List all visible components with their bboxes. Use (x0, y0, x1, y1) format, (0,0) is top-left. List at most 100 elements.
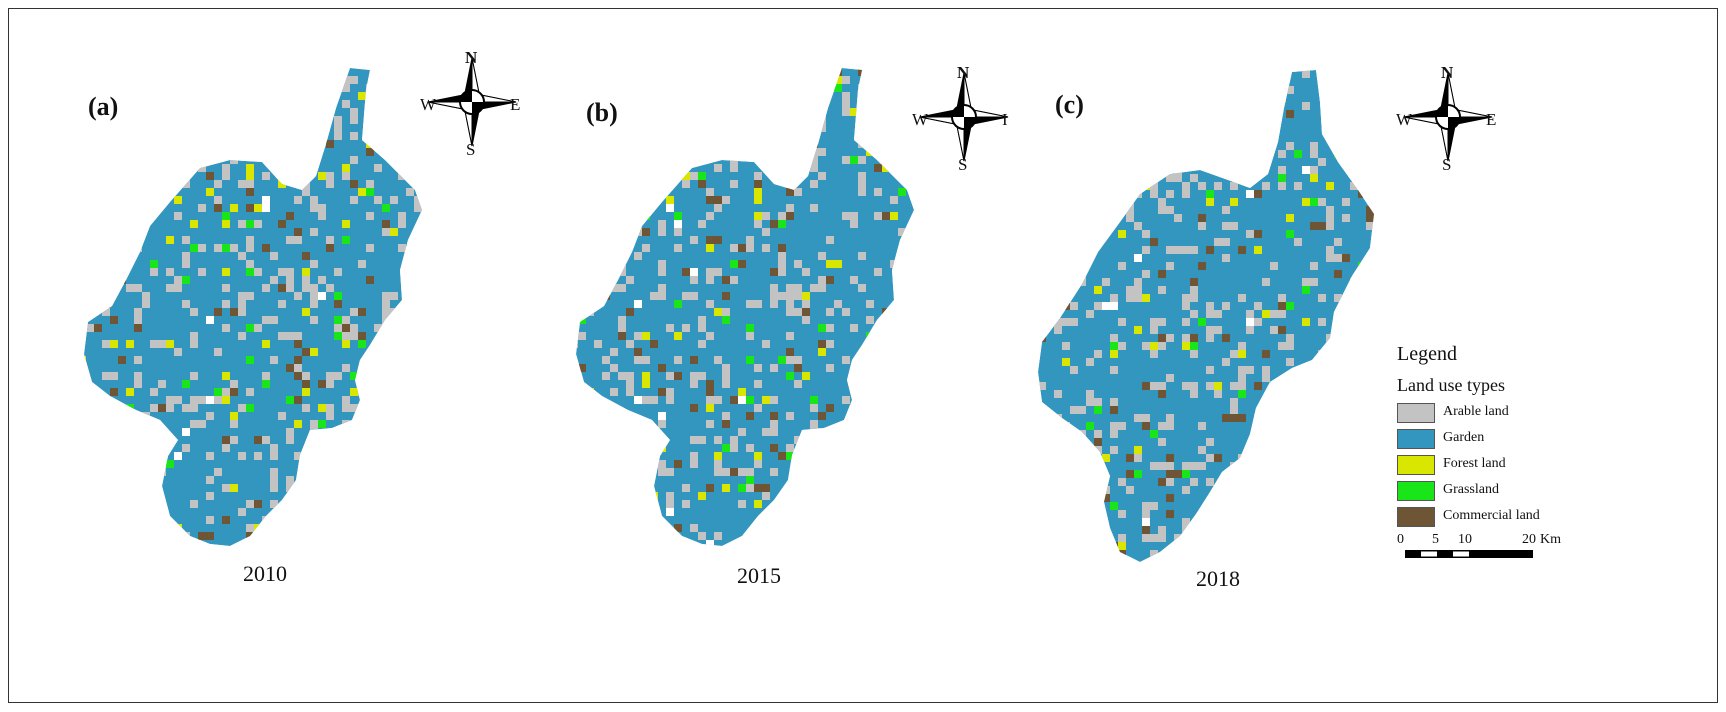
land-cell (714, 396, 722, 404)
land-cell (1038, 278, 1046, 286)
land-cell (642, 116, 650, 124)
land-cell (562, 196, 570, 204)
land-cell (874, 60, 882, 68)
land-cell (254, 452, 262, 460)
land-cell (1166, 510, 1174, 518)
land-cell (358, 308, 366, 316)
land-cell (222, 268, 230, 276)
land-cell (706, 388, 714, 396)
land-cell (1366, 206, 1374, 214)
land-cell (1302, 502, 1310, 510)
land-cell (658, 220, 666, 228)
land-cell (1206, 70, 1214, 78)
land-cell (1302, 566, 1310, 572)
land-cell (1350, 342, 1358, 350)
land-cell (390, 228, 398, 236)
land-cell (1126, 182, 1134, 190)
land-cell (714, 436, 722, 444)
land-cell (270, 500, 278, 508)
land-cell (826, 324, 834, 332)
land-cell (1038, 510, 1046, 518)
land-cell (94, 492, 102, 500)
land-cell (1198, 118, 1206, 126)
land-cell (214, 108, 222, 116)
land-cell (754, 60, 762, 68)
land-cell (84, 260, 86, 268)
land-cell (350, 460, 358, 468)
land-cell (1286, 142, 1294, 150)
land-cell (810, 180, 818, 188)
land-cell (1374, 398, 1382, 406)
land-cell (1278, 310, 1286, 318)
land-cell (350, 324, 358, 332)
land-cell (674, 356, 682, 364)
land-cell (914, 436, 922, 444)
land-cell (770, 468, 778, 476)
land-cell (342, 84, 350, 92)
land-cell (406, 476, 414, 484)
land-cell (602, 236, 610, 244)
land-cell (302, 460, 310, 468)
land-cell (706, 396, 714, 404)
land-cell (874, 404, 882, 412)
land-cell (602, 92, 610, 100)
land-cell (1262, 182, 1270, 190)
land-cell (334, 500, 342, 508)
land-cell (438, 364, 440, 372)
land-cell (1070, 318, 1078, 326)
land-cell (1230, 166, 1238, 174)
land-cell (342, 364, 350, 372)
land-cell (278, 300, 286, 308)
land-cell (730, 156, 738, 164)
land-cell (1294, 422, 1302, 430)
land-cell (246, 532, 254, 540)
land-cell (818, 348, 826, 356)
land-cell (1310, 222, 1318, 230)
land-cell (1262, 494, 1270, 502)
land-cell (294, 332, 302, 340)
land-cell (1094, 470, 1102, 478)
land-cell (1254, 126, 1262, 134)
land-cell (270, 484, 278, 492)
legend-title: Legend (1397, 343, 1457, 365)
land-cell (1206, 478, 1214, 486)
land-cell (366, 476, 374, 484)
land-cell (1238, 246, 1246, 254)
land-cell (826, 404, 834, 412)
map-cells (84, 68, 440, 546)
land-cell (682, 292, 690, 300)
land-cell (770, 508, 778, 516)
land-cell (262, 316, 270, 324)
land-cell (1374, 566, 1382, 572)
land-cell (738, 116, 746, 124)
land-cell (190, 420, 198, 428)
land-cell (286, 364, 294, 372)
land-cell (1030, 254, 1038, 262)
land-cell (1366, 478, 1374, 486)
land-cell (1110, 294, 1118, 302)
land-cell (842, 92, 850, 100)
land-cell (102, 84, 110, 92)
land-cell (1118, 542, 1126, 550)
land-cell (682, 180, 690, 188)
land-cell (398, 172, 406, 180)
land-cell (730, 108, 738, 116)
land-cell (1206, 334, 1214, 342)
land-cell (1254, 502, 1262, 510)
land-cell (1158, 438, 1166, 446)
land-cell (222, 300, 230, 308)
land-cell (562, 108, 570, 116)
land-cell (690, 268, 698, 276)
land-cell (1326, 62, 1334, 70)
land-cell (922, 324, 930, 332)
land-cell (1230, 414, 1238, 422)
land-cell (182, 124, 190, 132)
land-cell (866, 524, 874, 532)
land-cell (1222, 414, 1230, 422)
land-cell (206, 316, 214, 324)
land-cell (398, 244, 406, 252)
land-cell (310, 228, 318, 236)
land-cell (1070, 174, 1078, 182)
land-cell (850, 156, 858, 164)
land-cell (406, 140, 414, 148)
